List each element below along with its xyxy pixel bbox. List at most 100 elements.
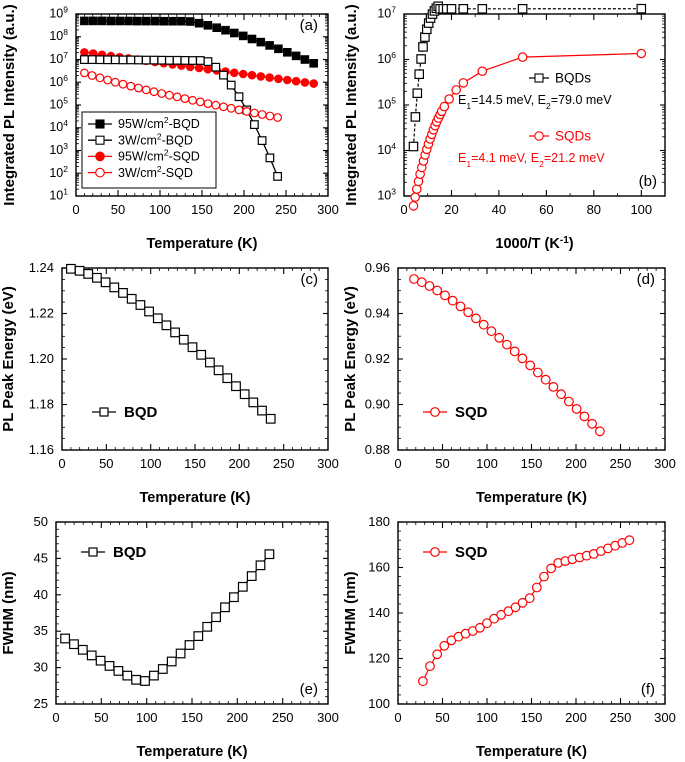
svg-text:150: 150 (184, 456, 206, 471)
svg-text:300: 300 (317, 202, 339, 217)
svg-text:1.22: 1.22 (29, 306, 54, 321)
svg-text:1.20: 1.20 (29, 351, 54, 366)
svg-text:108: 108 (49, 27, 68, 43)
svg-text:107: 107 (377, 5, 396, 21)
svg-text:35: 35 (34, 623, 48, 638)
svg-text:Integrated PL Intensity (a.u.): Integrated PL Intensity (a.u.) (1, 4, 18, 205)
svg-text:80: 80 (587, 202, 601, 217)
svg-text:250: 250 (610, 710, 632, 725)
svg-text:Temperature (K): Temperature (K) (147, 236, 258, 252)
svg-text:105: 105 (49, 96, 68, 112)
svg-text:150: 150 (181, 710, 203, 725)
svg-text:3W/cm2-BQD: 3W/cm2-BQD (118, 131, 193, 147)
svg-text:1000/T (K-1): 1000/T (K-1) (495, 235, 573, 253)
svg-text:1.16: 1.16 (29, 442, 54, 457)
svg-text:300: 300 (317, 710, 339, 725)
svg-text:0.92: 0.92 (365, 351, 390, 366)
svg-text:300: 300 (654, 710, 676, 725)
svg-text:100: 100 (368, 696, 390, 711)
svg-text:50: 50 (34, 514, 48, 529)
svg-text:200: 200 (565, 456, 587, 471)
svg-text:250: 250 (275, 202, 297, 217)
svg-text:106: 106 (49, 73, 68, 89)
svg-text:0: 0 (400, 202, 407, 217)
svg-text:102: 102 (49, 164, 68, 180)
svg-text:1.18: 1.18 (29, 397, 54, 412)
svg-text:250: 250 (273, 456, 295, 471)
svg-text:(b): (b) (639, 173, 657, 190)
svg-text:100: 100 (140, 456, 162, 471)
svg-text:200: 200 (565, 710, 587, 725)
svg-text:250: 250 (272, 710, 294, 725)
svg-text:150: 150 (191, 202, 213, 217)
svg-text:BQD: BQD (124, 404, 158, 421)
svg-text:60: 60 (539, 202, 553, 217)
svg-text:FWHM (nm): FWHM (nm) (342, 571, 359, 654)
svg-text:160: 160 (368, 560, 390, 575)
svg-text:107: 107 (49, 50, 68, 66)
svg-text:300: 300 (654, 456, 676, 471)
svg-text:50: 50 (94, 710, 108, 725)
svg-text:BQD: BQD (113, 544, 147, 561)
svg-text:100: 100 (149, 202, 171, 217)
svg-text:200: 200 (228, 456, 250, 471)
svg-text:(a): (a) (300, 17, 318, 34)
svg-text:30: 30 (34, 660, 48, 675)
svg-text:Temperature (K): Temperature (K) (476, 744, 587, 760)
svg-text:106: 106 (377, 50, 396, 66)
svg-text:50: 50 (111, 202, 125, 217)
svg-text:50: 50 (99, 456, 113, 471)
svg-text:103: 103 (377, 187, 396, 203)
svg-text:SQDs: SQDs (555, 129, 591, 144)
svg-text:0.96: 0.96 (365, 260, 390, 275)
svg-text:50: 50 (435, 710, 449, 725)
svg-text:1.24: 1.24 (29, 260, 54, 275)
svg-text:0: 0 (394, 710, 401, 725)
svg-text:100: 100 (136, 710, 158, 725)
svg-text:(e): (e) (300, 681, 318, 698)
svg-text:PL Peak Energy (eV): PL Peak Energy (eV) (0, 286, 17, 432)
svg-text:PL Peak Energy (eV): PL Peak Energy (eV) (342, 286, 359, 432)
svg-text:105: 105 (377, 96, 396, 112)
svg-text:101: 101 (49, 187, 68, 203)
svg-text:104: 104 (49, 118, 68, 134)
svg-text:200: 200 (226, 710, 248, 725)
svg-text:100: 100 (630, 202, 652, 217)
svg-text:Integrated PL Intensity (a.u.): Integrated PL Intensity (a.u.) (343, 4, 360, 205)
svg-text:0: 0 (72, 202, 79, 217)
svg-text:100: 100 (476, 710, 498, 725)
svg-text:104: 104 (377, 141, 396, 157)
svg-text:50: 50 (435, 456, 449, 471)
svg-text:180: 180 (368, 514, 390, 529)
svg-text:0.88: 0.88 (365, 442, 390, 457)
svg-text:150: 150 (521, 456, 543, 471)
svg-text:40: 40 (34, 587, 48, 602)
svg-text:(d): (d) (637, 271, 655, 288)
svg-text:200: 200 (233, 202, 255, 217)
svg-text:45: 45 (34, 550, 48, 565)
svg-text:3W/cm2-SQD: 3W/cm2-SQD (118, 164, 193, 180)
svg-text:100: 100 (476, 456, 498, 471)
svg-text:40: 40 (492, 202, 506, 217)
svg-text:(c): (c) (301, 271, 319, 288)
svg-text:0.90: 0.90 (365, 397, 390, 412)
svg-text:0: 0 (52, 710, 59, 725)
svg-text:140: 140 (368, 605, 390, 620)
svg-text:95W/cm2-BQD: 95W/cm2-BQD (118, 115, 200, 131)
svg-text:SQD: SQD (455, 404, 488, 421)
svg-text:SQD: SQD (455, 544, 488, 561)
svg-text:25: 25 (34, 696, 48, 711)
svg-text:Temperature (K): Temperature (K) (476, 490, 587, 506)
svg-text:0.94: 0.94 (365, 306, 390, 321)
svg-text:109: 109 (49, 5, 68, 21)
svg-text:0: 0 (394, 456, 401, 471)
svg-text:120: 120 (368, 651, 390, 666)
svg-text:Temperature (K): Temperature (K) (140, 490, 251, 506)
svg-text:E1=4.1 meV, E2=21.2 meV: E1=4.1 meV, E2=21.2 meV (458, 151, 605, 169)
svg-text:BQDs: BQDs (555, 71, 591, 86)
svg-text:(f): (f) (641, 681, 655, 698)
svg-text:FWHM (nm): FWHM (nm) (0, 571, 17, 654)
svg-text:0: 0 (58, 456, 65, 471)
svg-text:103: 103 (49, 141, 68, 157)
svg-text:20: 20 (444, 202, 458, 217)
